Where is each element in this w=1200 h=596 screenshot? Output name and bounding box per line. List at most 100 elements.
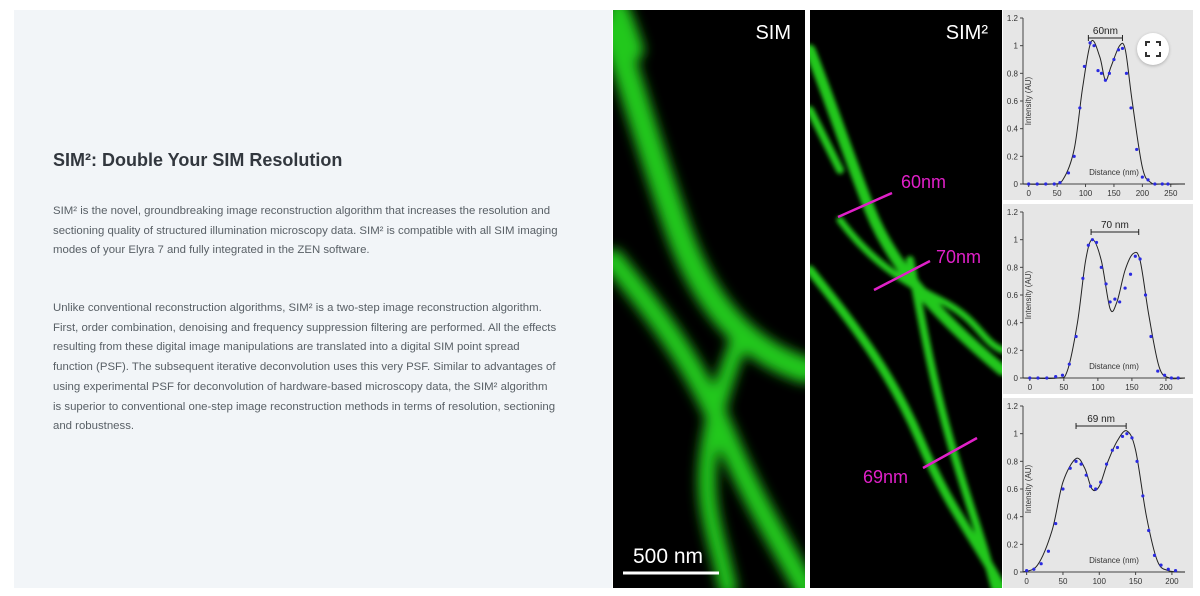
sim-filament-1: [613, 17, 805, 383]
data-point: [1133, 254, 1137, 258]
data-point: [1124, 71, 1129, 75]
sim2-filament-3: [836, 216, 1002, 354]
data-point: [1084, 473, 1088, 477]
sim-label: SIM: [755, 22, 791, 44]
data-point: [1138, 257, 1142, 261]
y-axis-label: Intensity (AU): [1024, 270, 1033, 319]
data-point: [1079, 462, 1083, 466]
data-point: [1028, 376, 1032, 380]
x-tick-label: 0: [1026, 189, 1031, 198]
x-axis-label: Distance (nm): [1089, 168, 1139, 177]
x-tick-label: 100: [1093, 577, 1107, 586]
data-point: [1125, 432, 1129, 436]
profile-chart-69nm: 0 0.2 0.4 0.6 0.8 1 1.2 0 50 100 150 200 Distance (n…: [1003, 398, 1193, 588]
data-point: [1116, 48, 1121, 52]
data-point: [1141, 494, 1145, 498]
y-tick-label: 0.4: [1007, 125, 1019, 134]
data-point: [1115, 445, 1120, 450]
data-point: [1054, 375, 1058, 379]
data-point: [1039, 562, 1043, 566]
sim2-filament-1: [810, 44, 1002, 376]
profile-chart-70nm: 0 0.2 0.4 0.6 0.8 1 1.2 0 50 100 150 200 Distance (n…: [1003, 204, 1193, 394]
y-tick-label: 0.2: [1007, 152, 1019, 161]
data-point: [1166, 567, 1170, 571]
intro-paragraph: SIM² is the novel, groundbreaking image …: [53, 205, 558, 257]
fit-curve-line: [1022, 430, 1186, 573]
data-point: [1045, 376, 1049, 380]
data-point: [1088, 484, 1093, 488]
data-point: [1153, 182, 1157, 186]
sim2-filament-4: [906, 256, 999, 588]
data-point: [1099, 480, 1103, 484]
expand-fullscreen-button[interactable]: [1137, 33, 1169, 65]
y-tick-label: 0.6: [1007, 291, 1019, 300]
profile-chart-60nm-svg: 0 0.2 0.4 0.6 0.8 1 1.2 0 50 100 150 200 250 Distance…: [1007, 14, 1186, 198]
x-tick-label: 50: [1053, 189, 1062, 198]
data-point: [1086, 243, 1090, 247]
y-tick-label: 0: [1014, 180, 1019, 189]
y-tick-label: 0.2: [1007, 346, 1019, 355]
data-point: [1088, 41, 1092, 45]
data-point: [1146, 178, 1150, 182]
data-point: [1113, 297, 1117, 301]
data-point: [1166, 182, 1170, 186]
data-point: [1112, 57, 1116, 62]
page-title: SIM²: Double Your SIM Resolution: [53, 150, 343, 170]
x-tick-label: 250: [1164, 189, 1178, 198]
data-point: [1032, 567, 1036, 571]
fit-curve-line: [1022, 239, 1186, 380]
y-tick-label: 1: [1014, 42, 1019, 51]
data-point: [1036, 376, 1040, 380]
x-tick-label: 200: [1165, 577, 1179, 586]
y-tick-label: 1: [1014, 430, 1019, 439]
fit-curve-line: [1022, 39, 1186, 185]
data-point: [1128, 272, 1133, 276]
data-point: [1140, 175, 1144, 179]
y-tick-label: 0.8: [1007, 457, 1019, 466]
y-tick-label: 0.8: [1007, 263, 1019, 272]
data-point: [1118, 300, 1122, 304]
data-point: [1078, 106, 1082, 110]
peak-distance-label: 69 nm: [1087, 414, 1115, 425]
y-tick-label: 0.6: [1007, 97, 1019, 106]
data-point: [1060, 373, 1065, 377]
data-point: [1104, 462, 1109, 466]
intensity-profile-charts: 0 0.2 0.4 0.6 0.8 1 1.2 0 50 100 150 200 250 Distance…: [1003, 10, 1193, 588]
data-point: [1176, 376, 1180, 380]
data-point: [1090, 238, 1095, 242]
data-point: [1107, 71, 1111, 75]
x-tick-label: 200: [1136, 189, 1150, 198]
data-point: [1159, 563, 1163, 567]
y-tick-label: 0.4: [1007, 319, 1019, 328]
data-point: [1160, 182, 1164, 186]
sim-filament-2: [613, 249, 805, 588]
y-tick-label: 1: [1014, 236, 1019, 245]
data-point: [1052, 182, 1056, 186]
y-tick-label: 1.2: [1007, 14, 1019, 23]
annotation-60nm: 60nm: [901, 172, 946, 192]
data-point: [1135, 147, 1139, 152]
data-point: [1162, 373, 1167, 377]
data-point: [1081, 276, 1085, 280]
data-point: [1108, 300, 1112, 304]
data-point: [1103, 78, 1108, 82]
text-panel: [14, 10, 612, 588]
y-tick-label: 0.8: [1007, 69, 1019, 78]
scale-bar-label: 500 nm: [633, 545, 703, 568]
x-tick-label: 150: [1129, 577, 1143, 586]
sim2-filament-5: [810, 106, 844, 174]
data-point: [1130, 436, 1134, 440]
annotation-70nm: 70nm: [936, 247, 981, 267]
expand-fullscreen-icon: [1145, 41, 1161, 57]
x-tick-label: 50: [1059, 383, 1068, 392]
data-point: [1149, 334, 1153, 339]
data-point: [1067, 362, 1071, 366]
y-tick-label: 1.2: [1007, 208, 1019, 217]
data-point: [1099, 265, 1103, 269]
measure-line-70nm: [873, 259, 931, 292]
annotation-69nm: 69nm: [863, 467, 908, 487]
x-tick-label: 0: [1024, 577, 1029, 586]
measure-line-69nm: [922, 436, 978, 470]
data-point: [1035, 182, 1039, 186]
data-point: [1058, 181, 1062, 185]
